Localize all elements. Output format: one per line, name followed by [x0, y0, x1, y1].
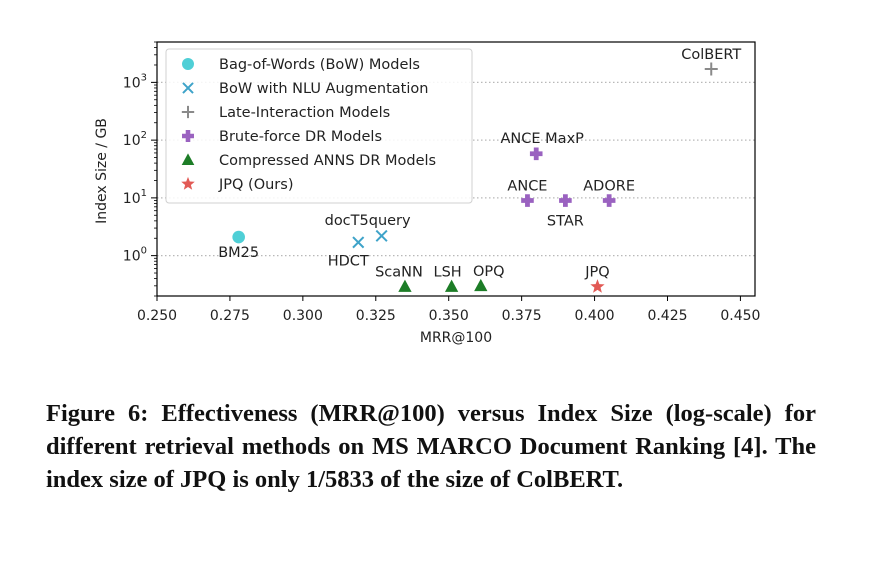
plot-frame	[156, 41, 756, 297]
x-tick-label: 0.425	[647, 308, 687, 324]
x-tick-label: 0.375	[502, 308, 542, 324]
legend-label: Compressed ANNS DR Models	[219, 153, 436, 169]
data-point	[704, 62, 718, 76]
data-point	[521, 194, 534, 207]
legend-marker	[181, 105, 195, 119]
legend-label: Bag-of-Words (BoW) Models	[219, 57, 420, 73]
data-markers	[232, 62, 718, 293]
data-point	[375, 229, 388, 242]
x-tick-label: 0.350	[429, 308, 469, 324]
data-point	[590, 279, 605, 293]
y-axis-label: Index Size / GB	[94, 118, 110, 224]
legend-box	[165, 48, 473, 204]
legend-marker	[181, 176, 195, 190]
data-point	[352, 236, 365, 249]
legend-label: Late-Interaction Models	[219, 105, 390, 121]
legend-marker	[182, 130, 194, 142]
x-tick-label: 0.450	[720, 308, 760, 324]
point-label: ANCE	[507, 179, 547, 195]
x-tick-label: 0.250	[137, 308, 177, 324]
y-tick-label: 101	[123, 188, 147, 207]
point-label: OPQ	[473, 264, 505, 280]
legend-marker	[182, 58, 194, 70]
x-tick-label: 0.300	[283, 308, 323, 324]
point-label: LSH	[434, 265, 462, 281]
point-label: STAR	[547, 214, 584, 230]
point-label: ColBERT	[681, 47, 741, 63]
legend-label: Brute-force DR Models	[219, 129, 382, 145]
point-label: ANCE MaxP	[501, 131, 585, 147]
y-tick-label: 102	[123, 130, 147, 149]
x-axis-label: MRR@100	[420, 330, 492, 346]
x-tick-label: 0.275	[210, 308, 250, 324]
data-point	[529, 147, 543, 161]
legend-marker	[181, 153, 195, 165]
data-point	[232, 230, 245, 244]
data-point	[444, 279, 459, 292]
legend: Bag-of-Words (BoW) Models BoW with NLU Au…	[165, 48, 473, 204]
point-label: BM25	[218, 245, 259, 261]
point-label: HDCT	[328, 253, 369, 269]
x-tick-label: 0.400	[575, 308, 615, 324]
data-point	[559, 194, 572, 207]
legend-marker	[182, 82, 194, 94]
point-label: ADORE	[583, 179, 635, 195]
figure-caption: Figure 6: Effectiveness (MRR@100) versus…	[46, 400, 816, 493]
axes: 0.250 0.275 0.300 0.325 0.350 0.375 0.400 0.425…	[123, 41, 760, 324]
legend-label: JPQ (Ours)	[218, 177, 293, 193]
x-tick-label: 0.325	[356, 308, 396, 324]
y-tick-label: 103	[123, 72, 147, 91]
scatter-chart: BM25 HDCT docT5query ColBERT ANCE MaxP ANCE ST…	[94, 41, 760, 346]
point-label: docT5query	[325, 213, 411, 229]
data-point	[474, 278, 488, 292]
legend-label: BoW with NLU Augmentation	[219, 81, 428, 97]
data-point	[398, 279, 412, 292]
y-tick-label: 100	[123, 246, 147, 265]
point-label: ScaNN	[375, 265, 423, 281]
point-labels: BM25 HDCT docT5query ColBERT ANCE MaxP ANCE ST…	[218, 47, 741, 281]
data-point	[602, 194, 616, 207]
point-label: JPQ	[584, 265, 609, 281]
